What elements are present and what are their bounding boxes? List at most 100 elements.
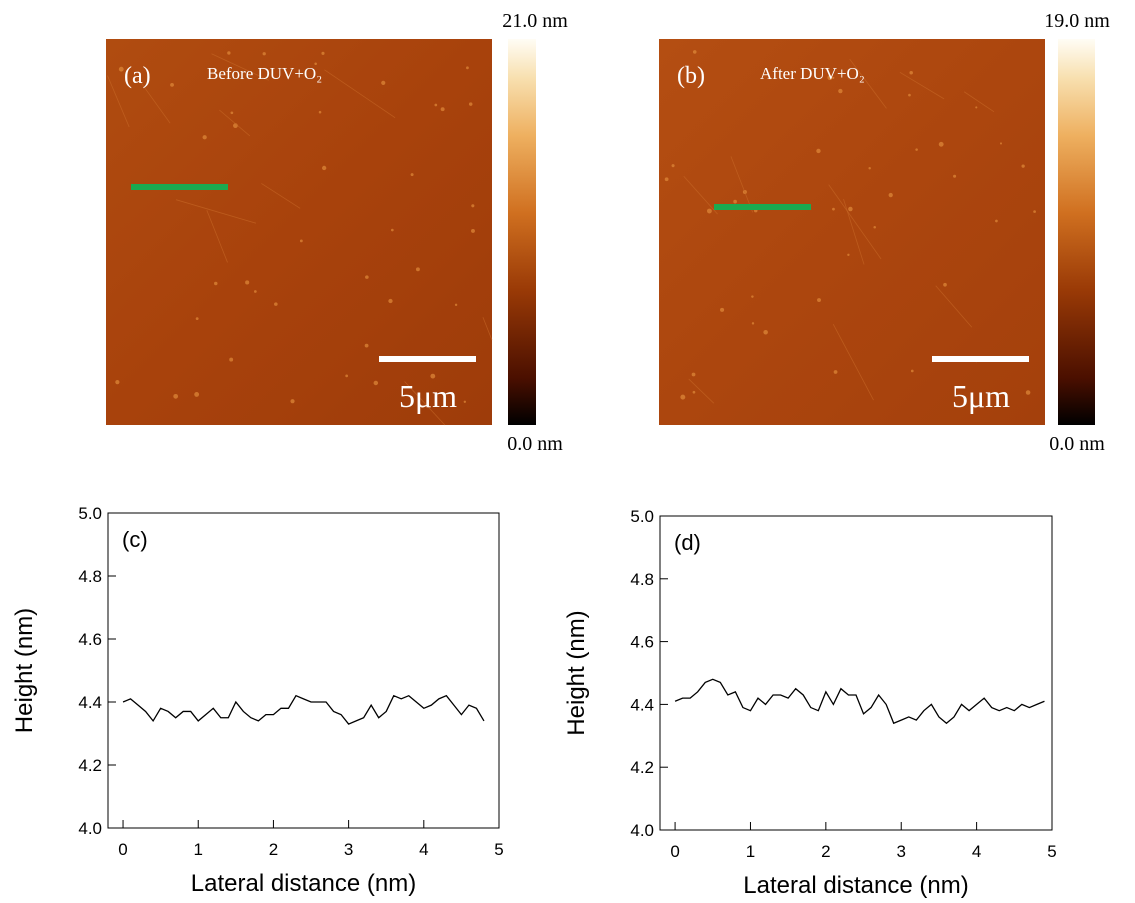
x-tick-label: 3	[344, 840, 353, 859]
surface-spot	[817, 298, 821, 303]
surface-spot	[671, 164, 675, 168]
surface-spot	[832, 207, 835, 211]
surface-scratch	[688, 378, 715, 404]
panel-label: (a)	[124, 63, 151, 89]
surface-spot	[838, 88, 843, 94]
surface-spot	[680, 394, 686, 400]
surface-spot	[388, 298, 393, 304]
surface-spot	[468, 102, 473, 106]
surface-spot	[471, 228, 475, 233]
surface-scratch	[137, 77, 171, 124]
y-tick-label: 4.4	[78, 693, 102, 712]
surface-spot	[415, 267, 420, 272]
surface-spot	[390, 228, 394, 232]
surface-spot	[364, 343, 369, 348]
y-axis-label: Height (nm)	[11, 608, 38, 733]
x-tick-label: 0	[670, 842, 679, 861]
surface-spot	[975, 106, 978, 109]
colorbar	[508, 39, 536, 425]
colorbar-max-label: 19.0 nm	[1044, 10, 1110, 32]
surface-scratch	[211, 53, 269, 81]
surface-spot	[751, 322, 755, 325]
panel-label: (c)	[122, 527, 148, 552]
surface-spot	[706, 208, 712, 214]
x-tick-label: 5	[494, 840, 503, 859]
surface-spot	[314, 62, 317, 66]
surface-scratch	[963, 91, 995, 113]
surface-spot	[430, 373, 436, 379]
surface-spot	[720, 307, 725, 312]
x-tick-label: 3	[896, 842, 905, 861]
x-axis-label: Lateral distance (nm)	[743, 872, 968, 899]
surface-spot	[202, 135, 207, 140]
x-tick-label: 1	[746, 842, 755, 861]
surface-spot	[888, 192, 893, 198]
plot-frame	[107, 512, 500, 829]
y-tick-label: 4.4	[630, 695, 654, 714]
x-axis-label: Lateral distance (nm)	[191, 870, 416, 897]
y-tick-label: 5.0	[630, 507, 654, 526]
surface-scratch	[832, 324, 874, 401]
y-tick-label: 4.8	[630, 570, 654, 589]
colorbar-min-label: 0.0 nm	[1049, 433, 1105, 455]
surface-spot	[214, 281, 218, 286]
surface-spot	[173, 393, 179, 399]
y-tick-label: 4.2	[630, 758, 654, 777]
surface-spot	[434, 103, 438, 107]
y-tick-label: 4.2	[78, 756, 102, 775]
x-tick-label: 2	[821, 842, 830, 861]
surface-spot	[868, 166, 871, 170]
afm-image	[659, 39, 1045, 425]
surface-scratch	[899, 71, 945, 100]
surface-spot	[938, 141, 944, 147]
colorbar-min-label: 0.0 nm	[507, 433, 563, 455]
panel-label: (d)	[674, 530, 701, 555]
surface-spot	[262, 52, 266, 56]
surface-spot	[365, 275, 369, 279]
surface-spot	[466, 66, 469, 70]
surface-spot	[440, 107, 445, 112]
scale-bar	[379, 356, 476, 362]
surface-spot	[194, 391, 200, 397]
y-tick-label: 4.8	[78, 567, 102, 586]
surface-scratch	[175, 199, 257, 224]
x-tick-label: 0	[118, 840, 127, 859]
surface-scratch	[404, 381, 446, 426]
plot-frame	[659, 515, 1053, 831]
surface-spot	[230, 111, 234, 115]
green-profile-line	[714, 204, 811, 210]
surface-spot	[873, 225, 876, 229]
surface-scratch	[828, 184, 882, 260]
surface-spot	[833, 370, 838, 374]
surface-spot	[909, 71, 913, 75]
profile-line	[674, 678, 1045, 725]
surface-spot	[692, 390, 696, 394]
surface-spot	[763, 329, 768, 335]
surface-spot	[908, 93, 911, 97]
surface-spot	[318, 110, 322, 114]
image-caption: Before DUV+O₂	[207, 64, 322, 83]
surface-spot	[1033, 210, 1036, 213]
surface-spot	[229, 357, 234, 362]
surface-spot	[274, 302, 278, 306]
surface-spot	[410, 173, 414, 177]
surface-spot	[943, 282, 947, 287]
surface-spot	[195, 317, 199, 321]
surface-spot	[170, 82, 174, 87]
surface-spot	[299, 239, 303, 243]
surface-spot	[454, 303, 458, 307]
surface-spot	[664, 177, 669, 182]
surface-spot	[816, 148, 821, 154]
surface-spot	[1021, 164, 1025, 168]
surface-spot	[953, 174, 957, 178]
surface-spot	[373, 380, 379, 386]
x-tick-label: 5	[1047, 842, 1056, 861]
surface-spot	[733, 199, 737, 204]
surface-spot	[381, 80, 386, 85]
y-tick-label: 5.0	[78, 504, 102, 523]
afm-image	[106, 39, 492, 425]
green-profile-line	[131, 184, 228, 190]
surface-spot	[915, 148, 918, 151]
y-tick-label: 4.0	[78, 819, 102, 838]
